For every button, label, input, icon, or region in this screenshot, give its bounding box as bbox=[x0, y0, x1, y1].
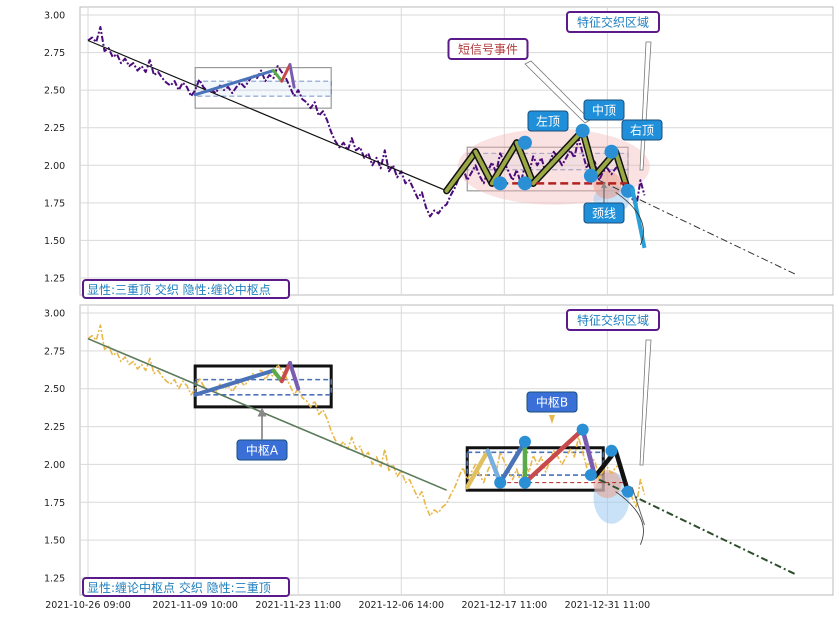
top-legend: 显性:三重顶 交织 隐性:缠论中枢点 bbox=[82, 279, 290, 299]
top-feature-zone-label-box bbox=[566, 11, 660, 33]
pivot-point bbox=[517, 135, 532, 150]
trend-line bbox=[87, 337, 447, 491]
y-tick-label: 2.50 bbox=[44, 86, 65, 97]
zhongshu-inner-box bbox=[194, 378, 333, 396]
y-tick-label: 1.25 bbox=[44, 274, 65, 285]
zigzag-segment bbox=[271, 69, 284, 83]
top-panel bbox=[87, 26, 798, 276]
right-top-label-box bbox=[621, 119, 663, 141]
y-tick-label: 3.00 bbox=[44, 309, 65, 320]
breakdown-arrow bbox=[631, 486, 645, 526]
y-tick-label: 2.75 bbox=[44, 346, 65, 357]
y-tick-label: 1.75 bbox=[44, 198, 65, 209]
price-series-line bbox=[87, 26, 646, 218]
x-tick-label: 2021-12-31 11:00 bbox=[565, 600, 651, 611]
top-legend-text: 显性:三重顶 交织 隐性:缠论中枢点 bbox=[87, 282, 271, 297]
y-tick-label: 1.50 bbox=[44, 536, 65, 547]
bottom-legend-text: 显性:缠论中枢点 交织 隐性:三重顶 bbox=[87, 580, 271, 595]
zigzag-segment bbox=[193, 368, 276, 397]
zhongshu-box bbox=[193, 364, 333, 409]
pattern-segment bbox=[580, 128, 598, 178]
pattern-segment bbox=[464, 448, 491, 490]
zigzag-segment bbox=[288, 63, 296, 89]
x-tick-label: 2021-11-09 10:00 bbox=[152, 600, 238, 611]
bottom-panel bbox=[87, 324, 798, 576]
mid-top-label: 中顶 bbox=[592, 103, 616, 118]
bottom-feature-zone-label: 特征交织区域 bbox=[577, 313, 649, 328]
y-tick-label: 2.00 bbox=[44, 460, 65, 471]
y-tick-label: 1.25 bbox=[44, 574, 65, 585]
top-grid bbox=[80, 7, 833, 295]
zhongshu-a-label: 中枢A bbox=[246, 443, 279, 458]
y-tick-label: 2.25 bbox=[44, 422, 65, 433]
right-top-label: 右顶 bbox=[630, 123, 654, 138]
y-tick-label: 1.75 bbox=[44, 498, 65, 509]
pattern-segment bbox=[497, 439, 528, 485]
pivot-point bbox=[518, 476, 531, 489]
x-tick-labels: 2021-10-26 09:00 2021-11-09 10:00 2021-11-… bbox=[45, 600, 650, 611]
pivot-point bbox=[605, 444, 618, 457]
signal-event-label: 短信号事件 bbox=[458, 43, 518, 57]
bottom-grid bbox=[80, 305, 833, 595]
pattern-segment bbox=[531, 128, 585, 186]
bottom-y-tick-labels: 3.00 2.75 2.50 2.25 2.00 1.75 1.50 1.25 bbox=[44, 309, 65, 585]
zhongshu-b-label: 中枢B bbox=[536, 395, 568, 410]
y-tick-label: 2.00 bbox=[44, 161, 65, 172]
left-top-label-box bbox=[527, 110, 569, 132]
bottom-legend: 显性:缠论中枢点 交织 隐性:三重顶 bbox=[82, 577, 290, 597]
signal-event-label-box bbox=[447, 38, 529, 60]
top-y-tick-labels: 3.00 2.75 2.50 2.25 2.00 1.75 1.50 1.25 bbox=[44, 11, 65, 285]
top-feature-zone-label: 特征交织区域 bbox=[577, 15, 649, 30]
y-tick-label: 3.00 bbox=[44, 11, 65, 22]
pattern-segment bbox=[580, 427, 598, 479]
target-curve bbox=[615, 192, 644, 246]
pivot-point bbox=[518, 435, 531, 448]
x-tick-label: 2021-12-17 11:00 bbox=[462, 600, 548, 611]
left-top-label: 左顶 bbox=[536, 114, 560, 129]
neckline-label: 颈线 bbox=[592, 207, 616, 221]
zhongshu-b-label-box bbox=[526, 391, 578, 413]
x-tick-label: 2021-11-23 11:00 bbox=[255, 600, 341, 611]
trend-line bbox=[87, 39, 447, 192]
pivot-point bbox=[621, 485, 634, 498]
zigzag-segment bbox=[280, 63, 292, 83]
y-tick-label: 2.25 bbox=[44, 123, 65, 134]
y-tick-label: 2.75 bbox=[44, 48, 65, 59]
pattern-segment bbox=[522, 427, 585, 485]
feature-zone-arrow bbox=[639, 339, 652, 466]
bottom-panel-frame bbox=[79, 304, 834, 596]
pivot-point bbox=[604, 144, 619, 159]
target-curve bbox=[615, 491, 644, 545]
pivot-point bbox=[583, 168, 598, 183]
pivot-point bbox=[494, 476, 507, 489]
x-tick-label: 2021-10-26 09:00 bbox=[45, 600, 131, 611]
pivot-point bbox=[575, 123, 590, 138]
zigzag-segment bbox=[279, 360, 292, 384]
zigzag-segment bbox=[193, 69, 275, 97]
y-tick-label: 1.50 bbox=[44, 236, 65, 247]
pattern-segment bbox=[489, 140, 519, 186]
pivot-point bbox=[517, 176, 532, 191]
pattern-segment bbox=[514, 140, 536, 186]
x-tick-label: 2021-12-06 14:00 bbox=[358, 600, 444, 611]
pivot-point bbox=[584, 469, 597, 482]
zhongshu-b-arrow bbox=[549, 415, 555, 424]
pivot-point bbox=[493, 176, 508, 191]
mid-top-label-box bbox=[583, 99, 625, 121]
pattern-segment bbox=[613, 448, 631, 494]
zigzag-segment bbox=[287, 360, 301, 391]
y-tick-label: 2.50 bbox=[44, 384, 65, 395]
pattern-segment bbox=[444, 149, 478, 193]
bottom-feature-zone-label-box bbox=[566, 309, 660, 331]
pivot-point bbox=[576, 423, 589, 436]
pattern-segment bbox=[473, 149, 494, 186]
